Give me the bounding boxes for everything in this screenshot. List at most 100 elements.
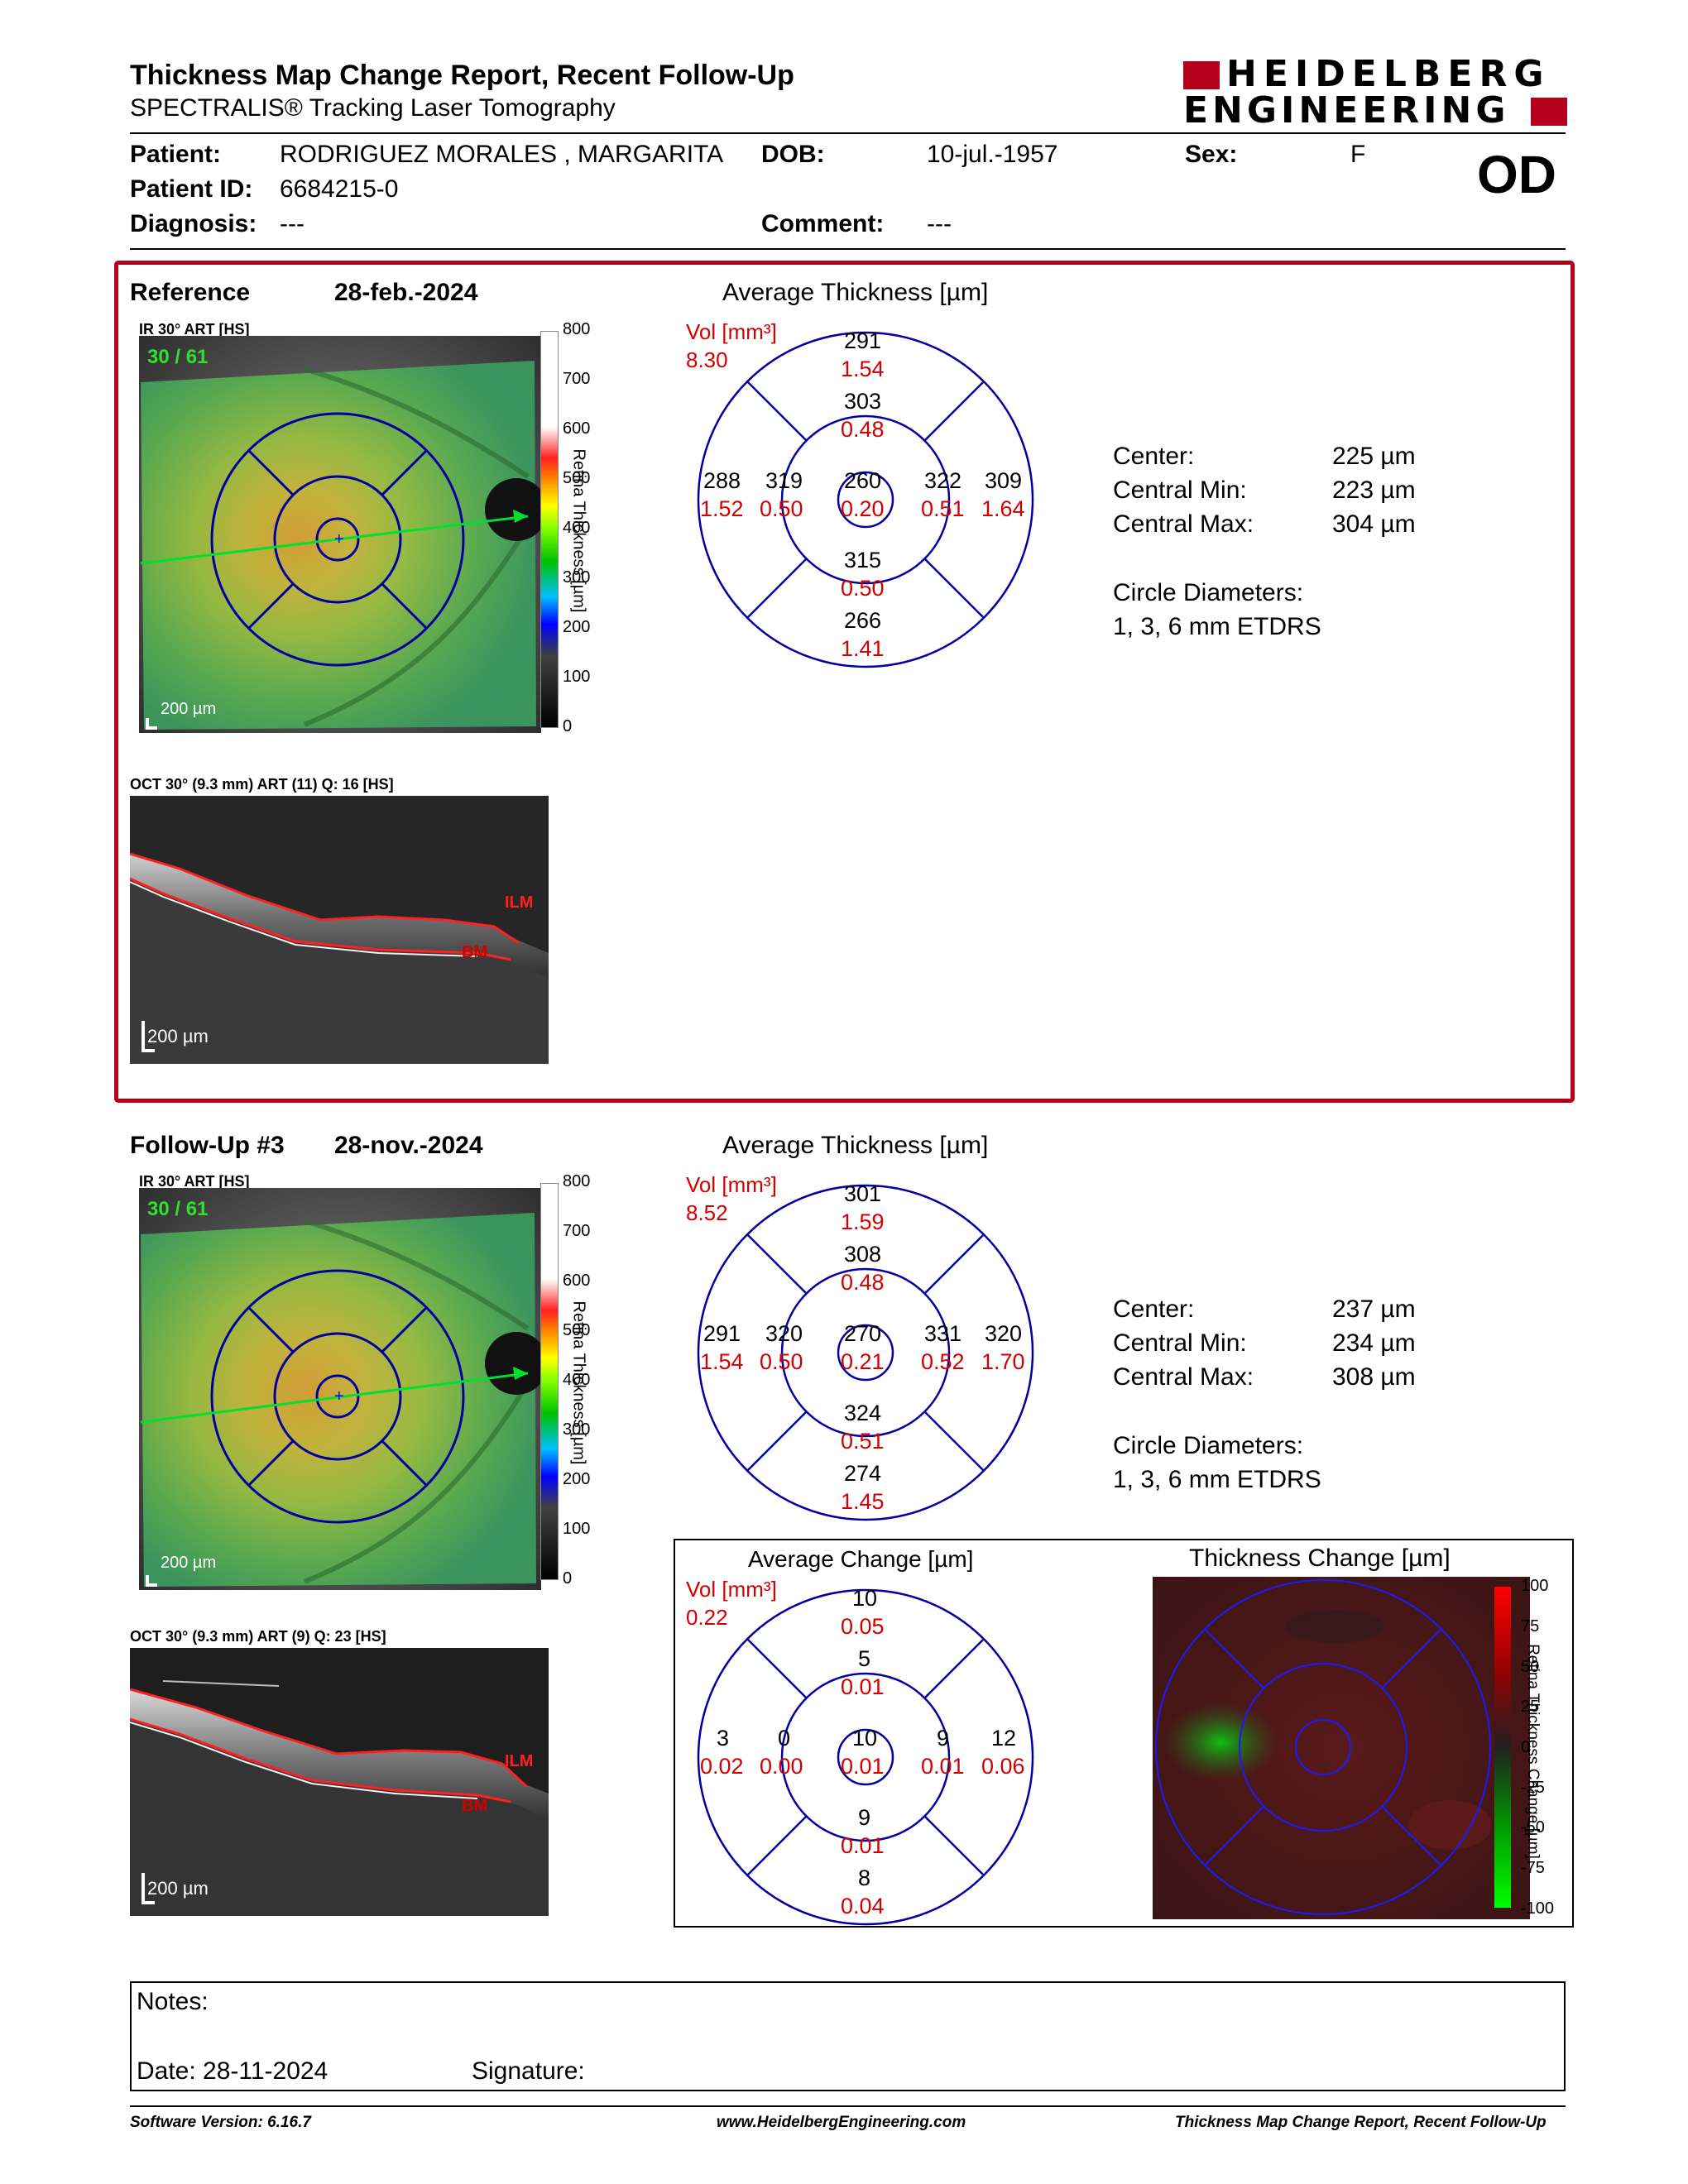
dob-value: 10-jul.-1957 [927,141,1058,168]
etdrs-title: Average Thickness [µm] [722,279,989,306]
sector-thickness: 324 [844,1401,882,1425]
reference-panel [114,261,1575,1103]
website-link[interactable]: www.HeidelbergEngineering.com [717,2114,966,2131]
circle-diameters-label: Circle Diameters: [1113,579,1304,606]
followup-thickness-map: + [139,1188,541,1590]
colorbar-title: Retina Thickness [µm] [569,448,588,613]
sector-volume: 1.70 [981,1349,1025,1374]
reference-etdrs-grid [697,331,1034,668]
change-etdrs-grid [697,1588,1034,1926]
followup-label: Follow-Up #3 [130,1132,285,1159]
sector-volume: 0.50 [760,496,803,521]
report-subtitle: SPECTRALIS® Tracking Laser Tomography [130,94,616,122]
sector-thickness: 331 [924,1321,962,1346]
sector-volume: 0.50 [841,576,885,601]
svg-text:+: + [334,1387,344,1406]
frame-count: 30 / 61 [147,1198,209,1220]
patient-label: Patient: [130,141,222,168]
sector-volume-change: 0.01 [841,1833,885,1858]
sector-volume-change: 0.02 [700,1754,744,1779]
etdrs-title: Average Thickness [µm] [722,1132,989,1159]
notes-label: Notes: [137,1988,209,2015]
sector-thickness: 260 [844,468,882,493]
colorbar-tick: 700 [563,370,591,388]
thickness-change-map [1153,1577,1530,1919]
colorbar-tick: 0 [563,1569,573,1588]
report-title: Thickness Map Change Report, Recent Foll… [130,60,794,91]
sector-volume: 0.51 [921,496,965,521]
reference-label: Reference [130,279,251,306]
vol-label: Vol [mm³] [686,319,777,344]
stat-value: 237 µm [1332,1296,1416,1323]
sector-volume: 1.54 [841,357,885,381]
colorbar-tick: 600 [563,419,591,438]
thickness-colorbar [540,1183,559,1580]
sector-thickness: 309 [985,468,1023,493]
vol-label: Vol [mm³] [686,1172,777,1197]
sector-volume: 1.59 [841,1209,885,1234]
circle-diameters-value: 1, 3, 6 mm ETDRS [1113,613,1321,640]
scale-bar-label: 200 µm [161,700,217,718]
reference-oct-scan [130,796,549,1064]
stat-value: 225 µm [1332,443,1416,470]
change-colorbar-title: Retina Thickness Change [µm] [1523,1644,1542,1859]
patient-id-value: 6684215-0 [280,175,399,203]
ilm-label: ILM [505,893,534,912]
colorbar-tick: 600 [563,1272,591,1290]
sector-thickness: 274 [844,1461,882,1486]
sector-volume: 0.20 [841,496,885,521]
patient-id-label: Patient ID: [130,175,253,203]
sector-thickness: 266 [844,608,882,633]
footer-report-name: Thickness Map Change Report, Recent Foll… [1175,2114,1547,2131]
oct-label: OCT 30° (9.3 mm) ART (11) Q: 16 [HS] [130,776,394,793]
sector-change: 10 [852,1726,878,1751]
reference-thickness-map: + [139,336,541,733]
sector-change: 5 [858,1646,871,1671]
sector-thickness: 320 [985,1321,1023,1346]
sector-volume: 0.21 [841,1349,885,1374]
thickness-colorbar [540,331,559,728]
diagnosis-value: --- [280,210,305,237]
sector-volume-change: 0.05 [841,1614,885,1639]
vol-total: 8.30 [686,347,728,372]
colorbar-tick: 700 [563,1222,591,1240]
colorbar-tick: 0 [563,717,573,735]
ir-label: IR 30° ART [HS] [139,321,250,338]
stat-label: Center: [1113,443,1195,470]
sector-volume: 0.52 [921,1349,965,1374]
change-colorbar-tick: 25 [1521,1698,1540,1716]
sector-change: 8 [858,1866,871,1890]
stat-value: 308 µm [1332,1363,1416,1391]
change-colorbar-tick: 50 [1521,1658,1540,1676]
stat-value: 234 µm [1332,1329,1416,1357]
sector-volume-change: 0.04 [841,1894,885,1918]
colorbar-tick: 500 [563,469,591,487]
sector-change: 12 [991,1726,1017,1751]
change-colorbar [1494,1587,1511,1908]
notes-box[interactable] [130,1981,1566,2091]
change-panel [674,1539,1574,1928]
colorbar-tick: 200 [563,618,591,636]
change-colorbar-tick: -50 [1521,1818,1545,1837]
followup-oct-scan [130,1648,549,1916]
sector-change: 9 [858,1805,871,1830]
change-colorbar-tick: 100 [1521,1577,1549,1595]
sector-volume: 1.52 [700,496,744,521]
ilm-label: ILM [505,1752,534,1770]
colorbar-tick: 500 [563,1321,591,1339]
colorbar-tick: 300 [563,568,591,587]
sector-change: 10 [852,1586,878,1611]
sector-thickness: 308 [844,1242,882,1267]
sector-thickness: 319 [765,468,803,493]
colorbar-tick: 400 [563,1371,591,1389]
sector-change: 9 [937,1726,950,1751]
change-colorbar-tick: -25 [1521,1779,1545,1797]
change-colorbar-tick: 75 [1521,1617,1540,1636]
frame-count: 30 / 61 [147,346,209,368]
oct-label: OCT 30° (9.3 mm) ART (9) Q: 23 [HS] [130,1628,386,1645]
colorbar-tick: 800 [563,320,591,338]
stat-label: Central Max: [1113,1363,1254,1391]
colorbar-tick: 100 [563,668,591,686]
sector-volume-change: 0.00 [760,1754,803,1779]
sector-volume: 0.48 [841,417,885,442]
